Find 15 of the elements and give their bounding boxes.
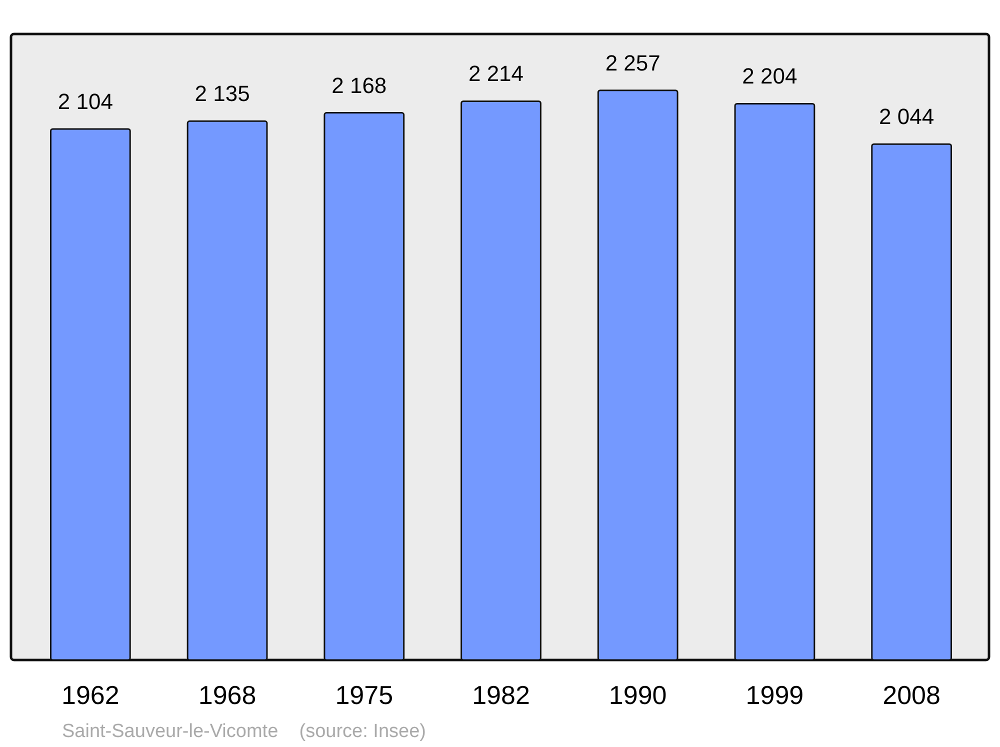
data-label: 2 168 — [332, 72, 387, 98]
data-label: 2 104 — [58, 88, 113, 114]
x-tick-label: 1999 — [746, 680, 804, 710]
x-tick-label: 1962 — [62, 680, 120, 710]
x-tick-label: 1982 — [472, 680, 530, 710]
x-tick-label: 2008 — [882, 680, 940, 710]
x-tick-label: 1990 — [608, 680, 667, 710]
x-tick-label: 1975 — [335, 680, 394, 710]
text: Saint-Sauveur-le-Vicomte (source: Insee) — [62, 721, 426, 742]
data-label: 2 204 — [742, 64, 798, 89]
data-label: 2 044 — [879, 104, 934, 130]
x-tick-label: 1968 — [198, 680, 256, 710]
data-label: 2 257 — [605, 50, 660, 76]
data-label: 2 214 — [468, 61, 524, 86]
data-label: 2 135 — [194, 81, 250, 106]
